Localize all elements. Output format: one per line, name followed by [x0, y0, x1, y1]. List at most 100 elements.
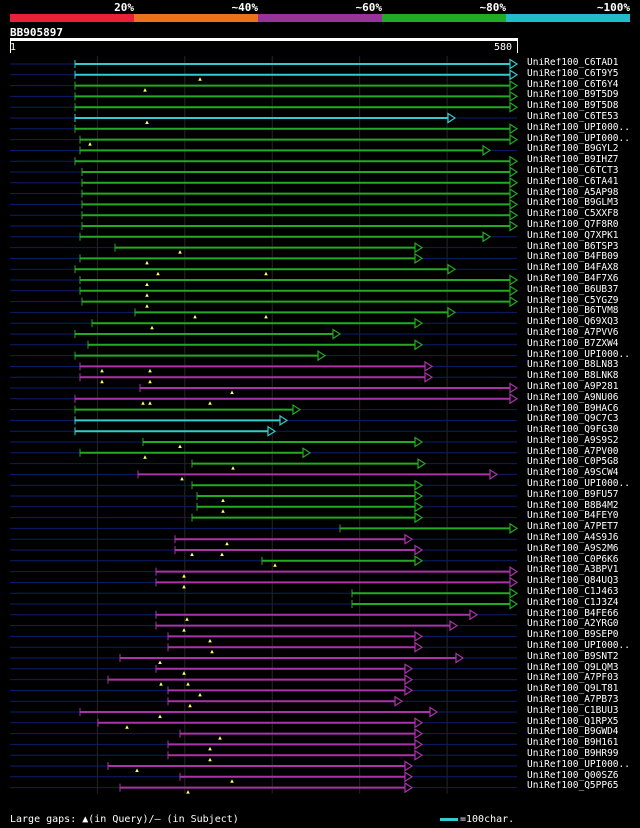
hit-label[interactable]: UniRef100_A7PET7: [527, 522, 619, 533]
hit-label[interactable]: UniRef100_UPI000..: [527, 759, 630, 770]
gap-marker: [231, 466, 235, 470]
hit-label[interactable]: UniRef100_B9GWD4: [527, 727, 619, 738]
hit-label[interactable]: UniRef100_B9SNT2: [527, 651, 619, 662]
hit-label[interactable]: UniRef100_A9NU06: [527, 392, 619, 403]
hit-label[interactable]: UniRef100_UPI000..: [527, 133, 630, 144]
hit-label[interactable]: UniRef100_B9GLM3: [527, 198, 619, 209]
hit-label[interactable]: UniRef100_B4FAX8: [527, 263, 619, 274]
hit-label[interactable]: UniRef100_UPI000..: [527, 641, 630, 652]
hit-label[interactable]: UniRef100_C6TAD1: [527, 58, 619, 68]
hit-label[interactable]: UniRef100_C5YGZ9: [527, 295, 619, 306]
legend-segment-20: [10, 14, 134, 22]
hit-label[interactable]: UniRef100_B9GYL2: [527, 144, 619, 155]
hit-label[interactable]: UniRef100_B4FE66: [527, 608, 619, 619]
hit-label[interactable]: UniRef100_A5AP98: [527, 187, 619, 198]
hit-label[interactable]: UniRef100_Q1RPX5: [527, 716, 619, 727]
hit-label[interactable]: UniRef100_A3BPV1: [527, 565, 619, 576]
hit-arrowhead: [404, 760, 414, 772]
hit-label[interactable]: UniRef100_B4F7X6: [527, 273, 619, 284]
hit-label[interactable]: UniRef100_B6TVM8: [527, 306, 619, 317]
hit-label[interactable]: UniRef100_B9HR99: [527, 749, 619, 759]
hit-label[interactable]: UniRef100_A9S2M6: [527, 543, 619, 554]
hit-arrowhead: [509, 587, 519, 599]
hit-label[interactable]: UniRef100_Q9FG30: [527, 425, 619, 436]
hit-label[interactable]: UniRef100_A7PB73: [527, 695, 619, 706]
hit-label[interactable]: UniRef100_A9SCW4: [527, 468, 619, 479]
gap-marker: [145, 260, 149, 265]
hit-arrowhead: [414, 242, 424, 254]
hit-label[interactable]: UniRef100_C1BUU3: [527, 705, 619, 716]
hit-label[interactable]: UniRef100_C6T9Y5: [527, 68, 619, 79]
hit-label[interactable]: UniRef100_B9SEP0: [527, 630, 619, 641]
hit-label[interactable]: UniRef100_Q69XQ3: [527, 317, 619, 328]
hit-label[interactable]: UniRef100_Q9LT81: [527, 684, 619, 695]
hit-arrowhead: [414, 479, 424, 491]
hit-label[interactable]: UniRef100_UPI000..: [527, 122, 630, 133]
hit-label[interactable]: UniRef100_C1J3Z4: [527, 597, 619, 608]
hit-label[interactable]: UniRef100_A2YRG0: [527, 619, 619, 630]
hit-label[interactable]: UniRef100_C5XXF8: [527, 209, 619, 220]
hit-arrowhead: [509, 155, 519, 167]
hit-label[interactable]: UniRef100_A9P281: [527, 381, 619, 392]
hit-arrowhead: [414, 501, 424, 513]
hit-arrowhead: [394, 695, 404, 707]
hit-arrowhead: [482, 144, 492, 156]
hit-label[interactable]: UniRef100_B4FB09: [527, 252, 619, 263]
gap-marker: [185, 617, 189, 621]
hit-label[interactable]: UniRef100_A7PVV6: [527, 327, 619, 338]
hit-arrowhead: [332, 328, 342, 340]
hit-label[interactable]: UniRef100_B4FEY0: [527, 511, 619, 522]
hit-label-list: UniRef100_C6TAD1 UniRef100_C6T9Y5 UniRef10…: [527, 58, 640, 792]
hit-label[interactable]: UniRef100_A9S9S2: [527, 435, 619, 446]
hit-label[interactable]: UniRef100_B9FU57: [527, 489, 619, 500]
hit-label[interactable]: UniRef100_Q00SZ6: [527, 770, 619, 781]
hit-label[interactable]: UniRef100_UPI000..: [527, 479, 630, 490]
hit-label[interactable]: UniRef100_Q7XPK1: [527, 230, 619, 241]
hit-label[interactable]: UniRef100_B7ZXW4: [527, 338, 619, 349]
hit-arrowhead: [414, 717, 424, 729]
hit-arrowhead: [509, 296, 519, 308]
hit-arrowhead: [509, 198, 519, 210]
scale-start-label: 1: [10, 42, 17, 53]
hit-label[interactable]: UniRef100_A7PF03: [527, 673, 619, 684]
hit-label[interactable]: UniRef100_Q84UQ3: [527, 576, 619, 587]
hit-label[interactable]: UniRef100_B6TSP3: [527, 241, 619, 252]
legend-label-80: ~80%: [479, 1, 507, 14]
gap-marker: [135, 768, 139, 772]
hit-label[interactable]: UniRef100_A7PV00: [527, 446, 619, 457]
hit-arrowhead: [469, 609, 479, 621]
hit-label[interactable]: UniRef100_B9IHZ7: [527, 155, 619, 166]
hit-label[interactable]: UniRef100_B6UB37: [527, 284, 619, 295]
hit-arrowhead: [489, 468, 499, 480]
hit-label[interactable]: UniRef100_A4S9J6: [527, 533, 619, 544]
hit-label[interactable]: UniRef100_UPI000..: [527, 349, 630, 360]
hit-label[interactable]: UniRef100_B9T5D8: [527, 101, 619, 112]
hit-arrowhead: [414, 339, 424, 351]
hit-label[interactable]: UniRef100_C0P6K6: [527, 554, 619, 565]
hit-arrowhead: [482, 231, 492, 243]
hit-label[interactable]: UniRef100_C1J463: [527, 587, 619, 598]
hit-label[interactable]: UniRef100_B8B4M2: [527, 500, 619, 511]
gaps-legend: Large gaps: ▲(in Query)/— (in Subject): [10, 814, 239, 825]
legend-segment-100: [506, 14, 630, 22]
hit-label[interactable]: UniRef100_B9HAC6: [527, 403, 619, 414]
hit-label[interactable]: UniRef100_B8LNK8: [527, 371, 619, 382]
query-sequence-line: [10, 38, 518, 41]
hit-label[interactable]: UniRef100_Q7F8R0: [527, 219, 619, 230]
hit-arrowhead: [414, 317, 424, 329]
gap-marker: [100, 368, 104, 373]
hit-label[interactable]: UniRef100_Q5PP65: [527, 781, 619, 792]
hit-label[interactable]: UniRef100_C6TE53: [527, 111, 619, 122]
hit-label[interactable]: UniRef100_B8LN83: [527, 360, 619, 371]
hit-label[interactable]: UniRef100_C0P5G8: [527, 457, 619, 468]
hit-label[interactable]: UniRef100_C6TCT3: [527, 165, 619, 176]
legend-label-100: ~100%: [596, 1, 630, 14]
hit-label[interactable]: UniRef100_Q9LQM3: [527, 662, 619, 673]
hit-label[interactable]: UniRef100_C6T6Y4: [527, 79, 619, 90]
hit-label[interactable]: UniRef100_Q9C7C3: [527, 414, 619, 425]
hit-label[interactable]: UniRef100_B9H161: [527, 738, 619, 749]
hit-label[interactable]: UniRef100_C6TA41: [527, 176, 619, 187]
hit-arrowhead: [509, 90, 519, 102]
hit-label[interactable]: UniRef100_B9T5D9: [527, 90, 619, 101]
